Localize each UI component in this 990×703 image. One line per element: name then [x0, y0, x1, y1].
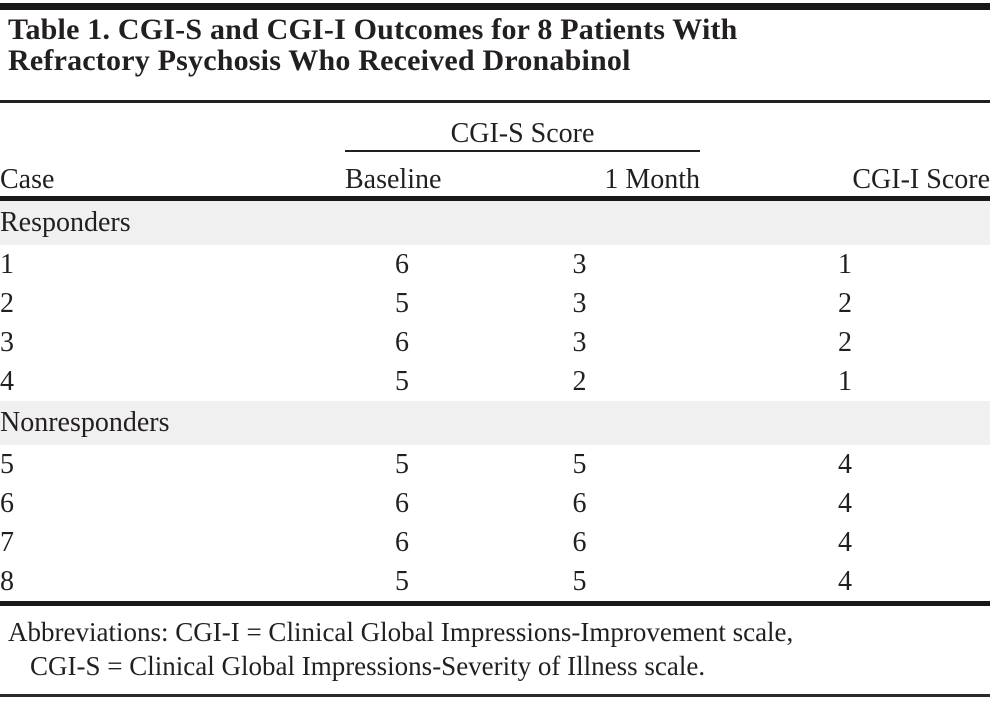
- cell-baseline: 6: [395, 526, 409, 558]
- cell-baseline: 6: [395, 326, 409, 358]
- cell-case: 3: [0, 326, 14, 358]
- section-label-responders: Responders: [0, 198, 990, 245]
- spanner-spacer-right: [700, 103, 990, 151]
- table-row-case-8: 8 5 5 4: [0, 562, 990, 606]
- title-divider-rule: [0, 100, 990, 103]
- table-title-line2: Refractory Psychosis Who Received Dronab…: [8, 44, 631, 77]
- cell-baseline: 6: [395, 248, 409, 280]
- cell-baseline: 5: [345, 562, 459, 606]
- col-header-cgii-score: CGI-I Score: [700, 151, 990, 201]
- cell-case: 8: [0, 562, 345, 606]
- spanner-spacer-left: [0, 103, 345, 151]
- section-row-responders: Responders: [0, 198, 990, 245]
- column-header-row: Case Baseline 1 Month CGI-I Score: [0, 151, 990, 201]
- abbreviations-footnote: Abbreviations: CGI-I = Clinical Global I…: [8, 615, 986, 683]
- table-row-case-2: 2 5 3 2: [0, 284, 990, 323]
- cell-baseline: 5: [395, 287, 409, 319]
- cell-1month: 6: [572, 487, 587, 519]
- section-label-nonresponders: Nonresponders: [0, 401, 990, 445]
- cell-baseline: 6: [395, 487, 409, 519]
- col-header-baseline: Baseline: [345, 151, 459, 201]
- footnote-line2: CGI-S = Clinical Global Impressions-Seve…: [30, 651, 706, 681]
- cell-cgii: 4: [838, 448, 852, 480]
- cell-cgii: 2: [838, 287, 852, 319]
- footnote-line1: Abbreviations: CGI-I = Clinical Global I…: [8, 617, 794, 647]
- cell-cgii: 4: [838, 487, 852, 519]
- cell-1month: 3: [572, 287, 587, 319]
- table-row-case-5: 5 5 5 4: [0, 445, 990, 484]
- top-rule: [0, 3, 990, 10]
- cell-case: 5: [0, 448, 14, 480]
- cell-baseline: 5: [395, 365, 409, 397]
- cell-cgii: 2: [838, 326, 852, 358]
- cell-cgii: 4: [700, 562, 990, 606]
- table-row-case-1: 1 6 3 1: [0, 245, 990, 284]
- cell-case: 4: [0, 365, 14, 397]
- section-row-nonresponders: Nonresponders: [0, 401, 990, 445]
- cgis-score-spanner: CGI-S Score: [345, 103, 700, 152]
- table-title: Table 1. CGI-S and CGI-I Outcomes for 8 …: [8, 14, 982, 76]
- cell-cgii: 4: [838, 526, 852, 558]
- cell-1month: 5: [459, 562, 700, 606]
- cell-1month: 2: [572, 365, 587, 397]
- bottom-rule: [0, 694, 990, 697]
- cell-case: 2: [0, 287, 14, 319]
- cell-case: 1: [0, 248, 14, 280]
- col-header-1month: 1 Month: [459, 151, 700, 201]
- table-row-case-6: 6 6 6 4: [0, 484, 990, 523]
- cell-1month: 5: [572, 448, 587, 480]
- spanner-header-row: CGI-S Score: [0, 103, 990, 152]
- cell-cgii: 1: [838, 365, 852, 397]
- cell-1month: 6: [572, 526, 587, 558]
- cell-cgii: 1: [838, 248, 852, 280]
- cell-1month: 3: [572, 248, 587, 280]
- cell-1month: 3: [572, 326, 587, 358]
- table-row-case-4: 4 5 2 1: [0, 362, 990, 401]
- col-header-case: Case: [0, 151, 345, 201]
- cell-case: 7: [0, 526, 14, 558]
- cell-baseline: 5: [395, 448, 409, 480]
- table-row-case-3: 3 6 3 2: [0, 323, 990, 362]
- cell-case: 6: [0, 487, 14, 519]
- outcomes-table: CGI-S Score Case Baseline 1 Month CGI-I …: [0, 103, 990, 606]
- table-row-case-7: 7 6 6 4: [0, 523, 990, 562]
- table-title-line1: Table 1. CGI-S and CGI-I Outcomes for 8 …: [8, 13, 738, 46]
